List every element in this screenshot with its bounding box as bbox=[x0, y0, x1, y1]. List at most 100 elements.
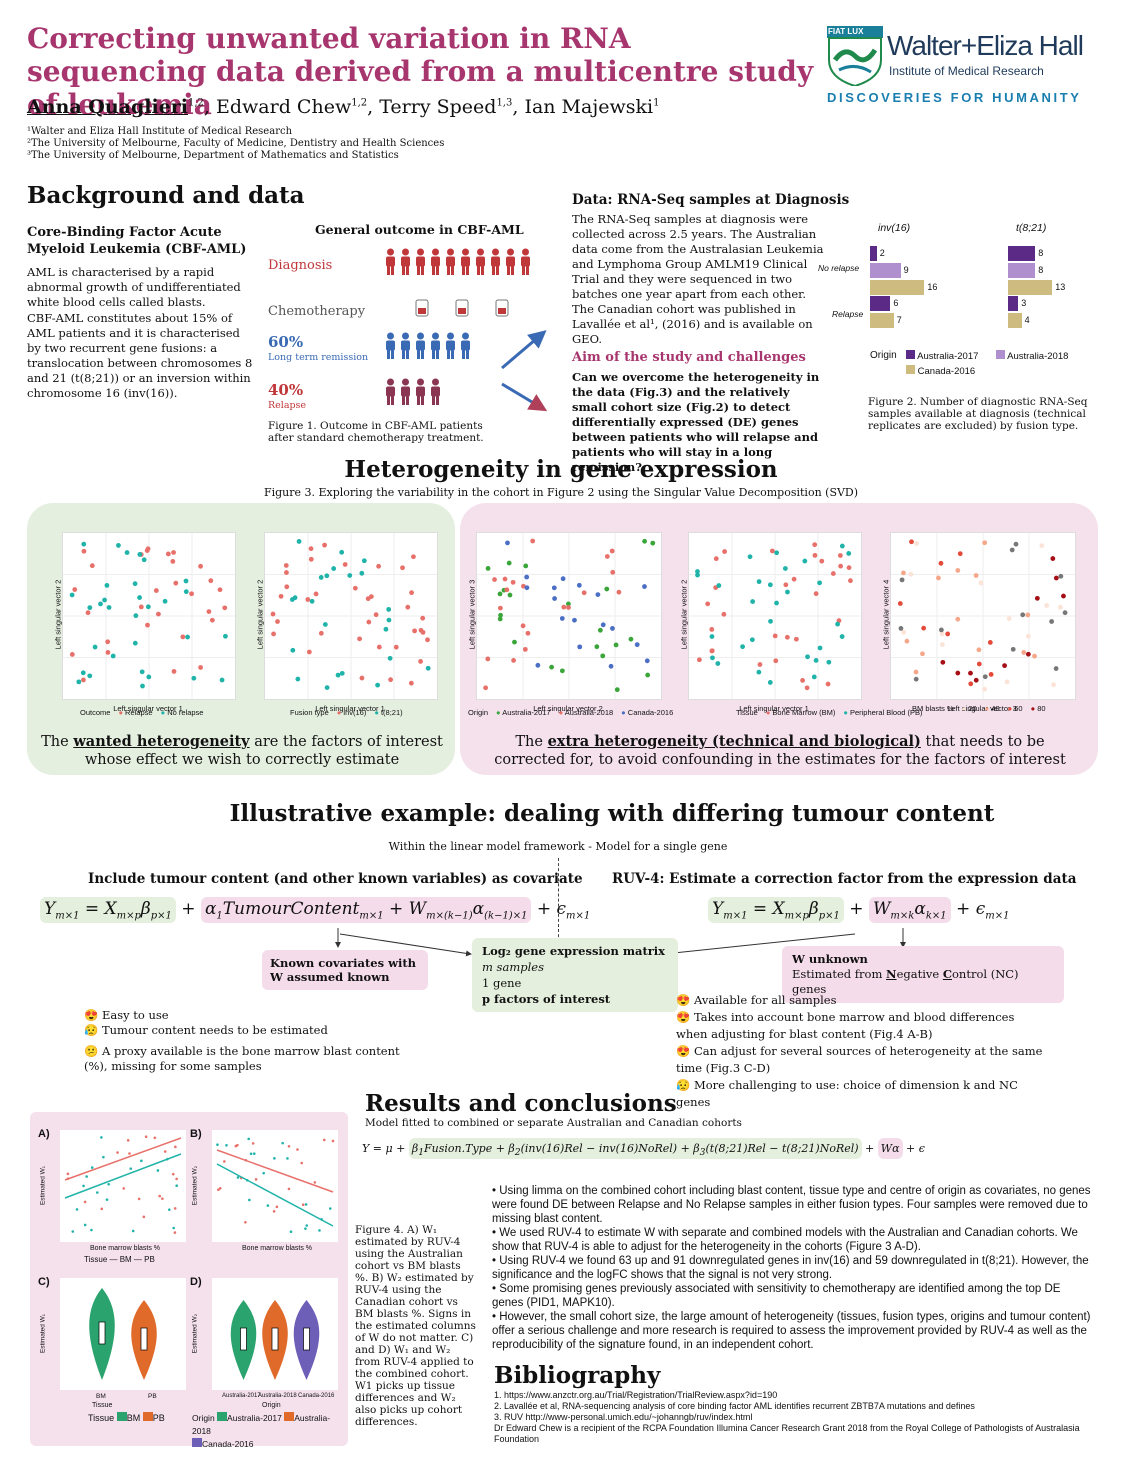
scatter-point bbox=[955, 670, 961, 676]
scatter-point bbox=[909, 539, 914, 545]
author-name: Edward Chew bbox=[216, 96, 352, 118]
scatter-point bbox=[283, 563, 289, 568]
scatter-point bbox=[721, 611, 727, 617]
scatter-point bbox=[497, 591, 503, 597]
scatter-point bbox=[98, 601, 103, 607]
scatter-point bbox=[313, 591, 319, 597]
scatter-point bbox=[1020, 612, 1026, 618]
scatter-point bbox=[89, 563, 95, 569]
person-icon bbox=[476, 248, 485, 275]
plot-legend: Outcome ● Relapse ● No relapse bbox=[80, 708, 204, 717]
logo-badge: FIAT LUX bbox=[828, 27, 864, 36]
scatter-point bbox=[791, 576, 797, 582]
author-affil-sup: 1,3 bbox=[496, 97, 513, 109]
scatter-point bbox=[846, 551, 852, 556]
scatter-point bbox=[613, 642, 619, 648]
cbf-text-2: CBF-AML constitutes about 15% of AML pat… bbox=[27, 311, 253, 400]
scatter-point bbox=[69, 652, 75, 657]
scatter-point bbox=[908, 571, 914, 577]
legend-tissue: Tissue — BM — PB bbox=[84, 1255, 155, 1264]
scatter-point bbox=[987, 640, 993, 645]
right-pros-list: 😍 Available for all samples 😍 Takes into… bbox=[676, 992, 1048, 1111]
scatter-point bbox=[110, 653, 116, 659]
scatter-point bbox=[342, 562, 348, 567]
scatter-point bbox=[982, 686, 987, 692]
x-axis-label: Left singular vector 1 bbox=[113, 704, 183, 713]
example-heading: Illustrative example: dealing with diffe… bbox=[229, 800, 995, 827]
scatter-point bbox=[793, 636, 799, 642]
scatter-point bbox=[560, 576, 566, 582]
scatter-point bbox=[982, 540, 988, 546]
scatter-point bbox=[183, 589, 189, 595]
scatter-point bbox=[523, 563, 529, 569]
x-axis-label: Tissue bbox=[92, 1402, 113, 1409]
scatter-point bbox=[774, 600, 779, 606]
scatter-point bbox=[767, 680, 773, 685]
outcome-arrows-icon bbox=[501, 330, 548, 412]
scatter-point bbox=[425, 637, 430, 643]
affiliations: ¹Walter and Eliza Hall Institute of Medi… bbox=[27, 126, 444, 162]
heterogeneity-heading: Heterogeneity in gene expression bbox=[344, 456, 778, 483]
affiliation-2: ²The University of Melbourne, Faculty of… bbox=[27, 138, 445, 149]
scatter-point bbox=[1009, 547, 1015, 553]
bar-value-label: 13 bbox=[1055, 282, 1066, 292]
fig3-caption: Figure 3. Exploring the variability in t… bbox=[263, 486, 859, 499]
scatter-point bbox=[292, 595, 298, 601]
aim-title: Aim of the study and challenges bbox=[572, 350, 806, 365]
scatter-point bbox=[373, 612, 379, 618]
scatter-point bbox=[322, 542, 327, 548]
bar-value-label: 8 bbox=[1038, 248, 1044, 258]
remission-label: Long term remission bbox=[268, 352, 369, 363]
scatter-point bbox=[913, 676, 919, 682]
eq-base-left: Ym×1 = Xm×pβp×1 bbox=[40, 897, 176, 924]
scatter-point bbox=[812, 552, 818, 558]
scatter-point bbox=[982, 674, 988, 680]
fig4-plot bbox=[60, 1130, 186, 1242]
scatter-point bbox=[81, 541, 87, 547]
scatter-point bbox=[772, 633, 778, 639]
scatter-point bbox=[132, 640, 138, 646]
scatter-point bbox=[811, 674, 817, 680]
box-shape bbox=[303, 1327, 310, 1351]
y-axis-label: Estimated W₂ bbox=[191, 1313, 199, 1354]
scatter-point bbox=[145, 622, 150, 628]
scatter-point bbox=[223, 633, 228, 639]
scatter-point bbox=[420, 615, 426, 621]
bib-item: 1. https://www.anzctr.org.au/Trial/Regis… bbox=[494, 1390, 778, 1400]
scatter-point bbox=[318, 575, 324, 580]
scatter-point bbox=[1053, 666, 1059, 671]
svd-scatter-plot bbox=[264, 532, 438, 700]
scatter-point bbox=[105, 650, 111, 655]
scatter-point bbox=[819, 558, 825, 564]
scatter-point bbox=[1061, 593, 1066, 599]
y-axis-label: Estimated W₁ bbox=[39, 1165, 47, 1206]
scatter-point bbox=[830, 571, 836, 576]
scatter-point bbox=[572, 617, 577, 623]
chemo-label: Chemotherapy bbox=[268, 304, 366, 319]
legend-aus18: Australia-2018 bbox=[996, 350, 1068, 362]
scatter-point bbox=[171, 550, 176, 555]
scatter-point bbox=[352, 585, 358, 591]
fig4-caption: Figure 4. A) W₁ estimated by RUV-4 using… bbox=[355, 1224, 476, 1428]
scatter-point bbox=[561, 604, 567, 610]
result-bullet: • Using RUV-4 we found 63 up and 91 down… bbox=[492, 1255, 1089, 1281]
scatter-point bbox=[939, 631, 945, 637]
scatter-point bbox=[716, 583, 722, 588]
result-bullet: • However, the small cohort size, the la… bbox=[492, 1311, 1091, 1351]
scatter-point bbox=[106, 605, 112, 610]
scatter-point bbox=[502, 576, 508, 582]
scatter-point bbox=[800, 678, 805, 683]
scatter-point bbox=[308, 546, 314, 552]
scatter-point bbox=[1034, 595, 1040, 601]
fig4-plot bbox=[212, 1278, 338, 1390]
scatter-point bbox=[137, 552, 143, 557]
box-shape bbox=[140, 1327, 148, 1351]
scatter-point bbox=[183, 578, 189, 584]
scatter-point bbox=[347, 573, 353, 578]
scatter-point bbox=[198, 563, 203, 569]
diagnosis-label: Diagnosis bbox=[268, 258, 333, 273]
extra-text: The extra heterogeneity (technical and b… bbox=[494, 733, 1066, 768]
scatter-point bbox=[208, 578, 214, 584]
scatter-point bbox=[839, 634, 845, 639]
scatter-point bbox=[740, 644, 745, 650]
